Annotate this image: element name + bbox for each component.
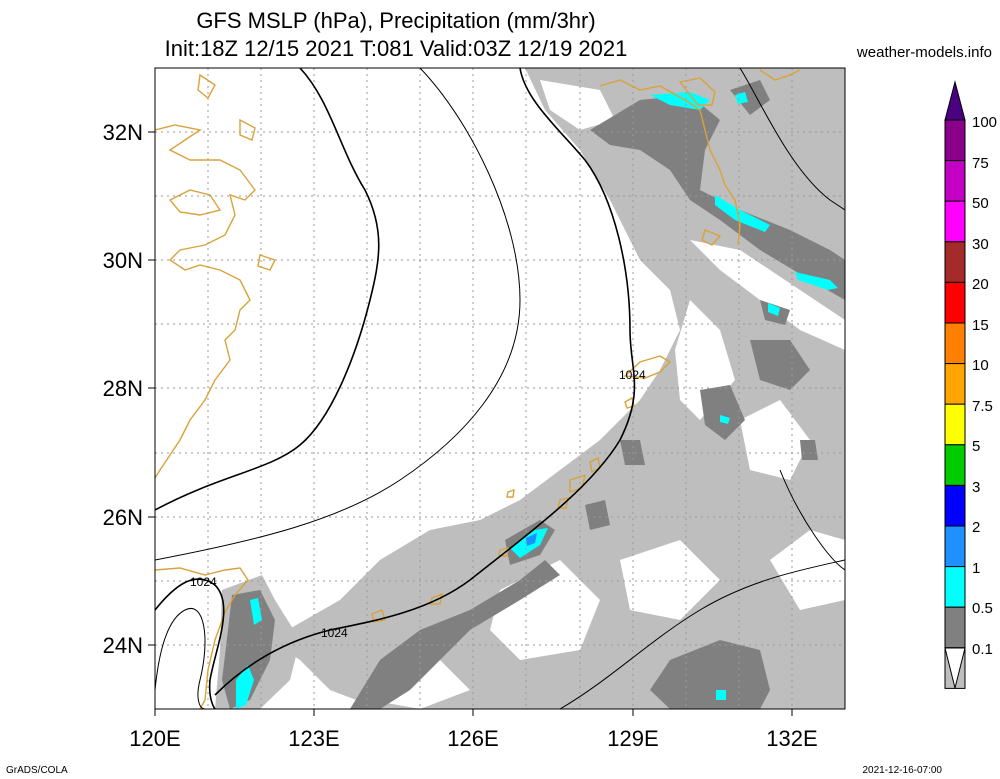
colorbar-label: 15 — [972, 317, 989, 334]
x-tick-label: 132E — [766, 726, 817, 751]
colorbar-label: 1 — [972, 560, 980, 577]
colorbar-label: 30 — [972, 236, 989, 253]
colorbar-label: 20 — [972, 276, 989, 293]
colorbar-labels: 100 75 50 30 20 15 10 7.5 5 3 2 1 0.5 0.… — [972, 114, 997, 658]
x-tick-label: 123E — [288, 726, 339, 751]
y-tick-label: 24N — [103, 633, 143, 658]
isobar-label: 1024 — [321, 626, 348, 640]
colorbar-label: 2 — [972, 519, 980, 536]
colorbar: 100 75 50 30 20 15 10 7.5 5 3 2 1 0.5 0.… — [944, 80, 997, 689]
y-tick-label: 26N — [103, 505, 143, 530]
isobars — [155, 68, 845, 709]
colorbar-segment — [944, 525, 966, 568]
footer-timestamp: 2021-12-16-07:00 — [862, 765, 942, 776]
precip-heavy-areas — [236, 92, 838, 709]
colorbar-segment — [944, 200, 966, 243]
isobar-label: 1024 — [190, 575, 217, 589]
colorbar-segment — [944, 403, 966, 446]
y-tick-label: 30N — [103, 248, 143, 273]
x-tick-label: 120E — [129, 726, 180, 751]
isobar-labels: 1024 1024 1024 — [190, 368, 646, 640]
colorbar-segment — [944, 281, 966, 324]
colorbar-segment — [944, 322, 966, 365]
colorbar-label: 50 — [972, 195, 989, 212]
colorbar-bottom-arrow — [944, 647, 966, 689]
colorbar-segment — [944, 363, 966, 405]
colorbar-label: 75 — [972, 155, 989, 172]
colorbar-segment — [944, 606, 966, 649]
colorbar-label: 0.5 — [972, 600, 993, 617]
grid-lines — [155, 68, 845, 709]
colorbar-segment — [944, 484, 966, 527]
colorbar-label: 7.5 — [972, 398, 993, 415]
x-axis-labels: 120E 123E 126E 129E 132E — [129, 726, 817, 751]
axis-ticks — [148, 131, 793, 716]
colorbar-label: 100 — [972, 114, 997, 131]
colorbar-segment — [944, 160, 966, 202]
y-axis-labels: 32N 30N 28N 26N 24N — [103, 120, 143, 658]
coastlines — [155, 69, 801, 709]
colorbar-segment — [944, 119, 966, 162]
precip-medium-areas — [222, 80, 845, 709]
colorbar-top-arrow — [944, 80, 966, 121]
map-subtitle: Init:18Z 12/15 2021 T:081 Valid:03Z 12/1… — [164, 36, 628, 61]
colorbar-label: 10 — [972, 357, 989, 374]
map-title: GFS MSLP (hPa), Precipitation (mm/3hr) — [196, 8, 596, 33]
colorbar-label: 0.1 — [972, 641, 993, 658]
colorbar-label: 3 — [972, 479, 980, 496]
y-tick-label: 28N — [103, 376, 143, 401]
colorbar-segment — [944, 241, 966, 283]
x-tick-label: 129E — [607, 726, 658, 751]
footer-credit: GrADS/COLA — [6, 765, 68, 776]
isobar-label: 1024 — [619, 368, 646, 382]
colorbar-segment — [944, 566, 966, 608]
colorbar-label: 5 — [972, 438, 980, 455]
colorbar-segment — [944, 444, 966, 486]
x-tick-label: 126E — [447, 726, 498, 751]
precip-layer — [215, 68, 845, 709]
source-label: weather-models.info — [856, 44, 992, 61]
y-tick-label: 32N — [103, 120, 143, 145]
